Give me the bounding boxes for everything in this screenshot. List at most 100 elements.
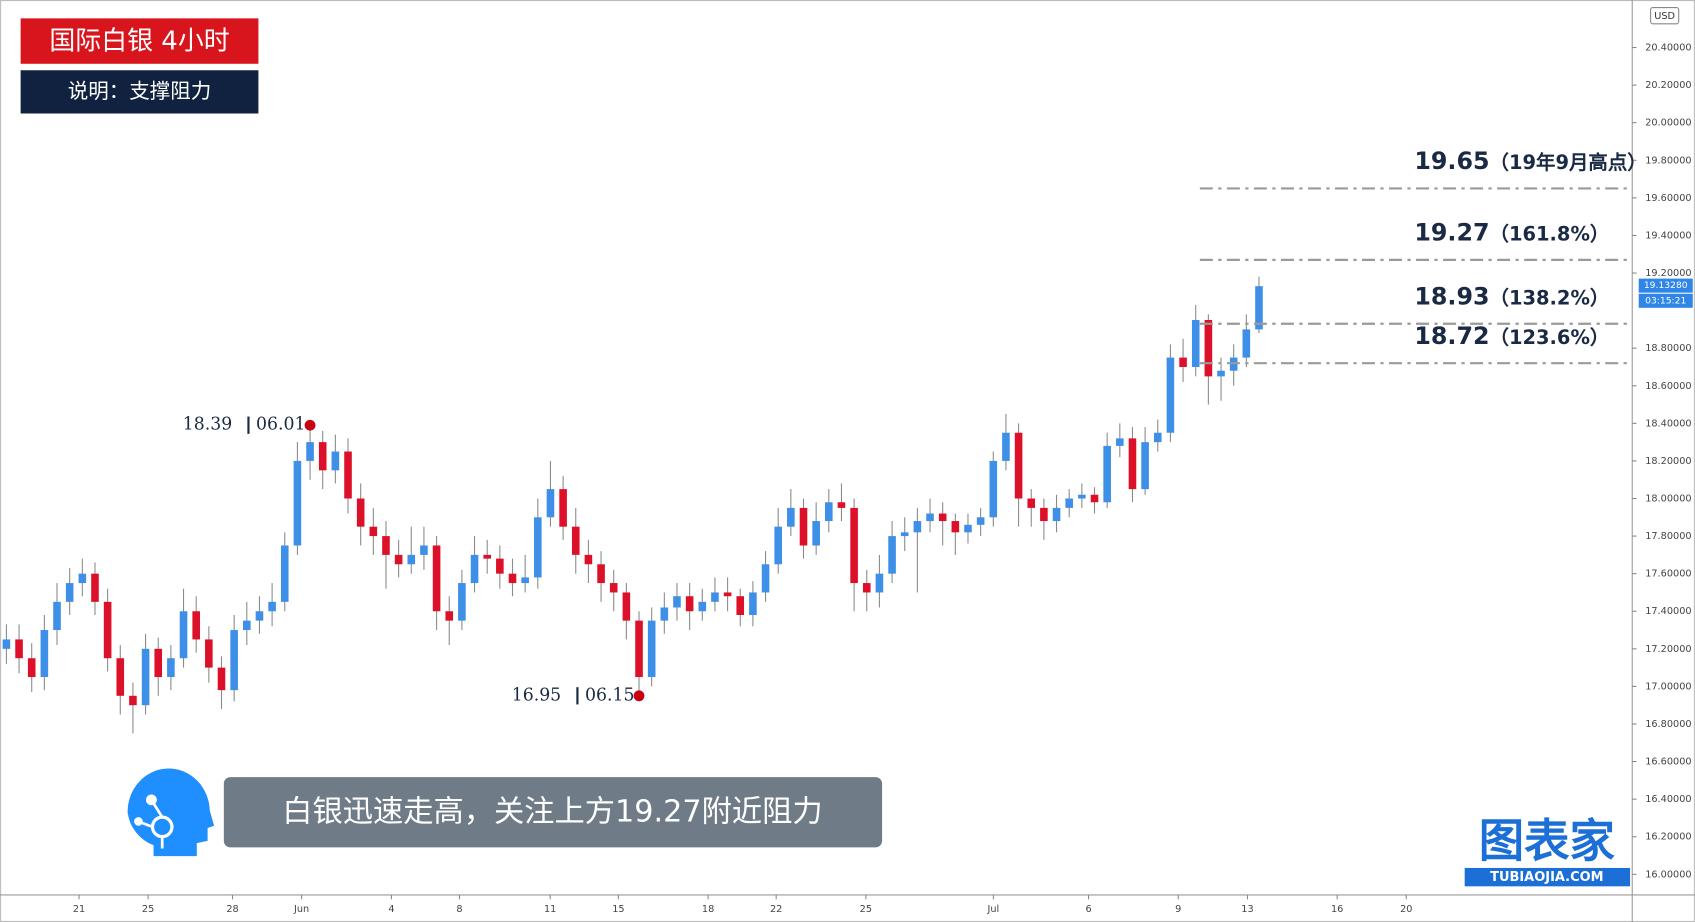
y-tick-label: 16.40000 xyxy=(1645,794,1691,805)
candle-body xyxy=(91,573,99,602)
x-tick-label: 20 xyxy=(1400,904,1412,915)
candle-body xyxy=(635,620,643,678)
last-price-timer: 03:15:21 xyxy=(1645,295,1686,306)
candle-body xyxy=(647,620,656,678)
candle-body xyxy=(976,517,985,525)
x-tick-label: 22 xyxy=(770,904,782,915)
candle-body xyxy=(129,695,137,706)
candle-body xyxy=(1078,494,1086,499)
candle-body xyxy=(989,460,998,518)
x-tick-label: 18 xyxy=(702,904,714,915)
assistant-icon xyxy=(127,768,215,857)
candle-body xyxy=(1040,507,1048,522)
candle-body xyxy=(116,658,125,696)
candle-body xyxy=(369,526,378,537)
candle-body xyxy=(837,502,846,508)
candle-body xyxy=(736,596,745,616)
y-tick-label: 18.20000 xyxy=(1645,456,1691,467)
candle-body xyxy=(432,545,441,612)
candle-body xyxy=(1153,432,1162,443)
marker-dot xyxy=(304,419,316,431)
level-value: 19.65 xyxy=(1414,147,1489,175)
candle-body xyxy=(508,573,517,584)
x-tick-label: 13 xyxy=(1241,904,1253,915)
candle-body xyxy=(192,611,200,640)
x-tick-label: Jul xyxy=(987,904,1000,915)
candle-body xyxy=(888,536,896,574)
candle-body xyxy=(331,451,340,471)
candle-body xyxy=(40,630,49,678)
candle-body xyxy=(293,460,302,546)
candle-body xyxy=(1103,445,1111,503)
candle-body xyxy=(1090,494,1099,503)
marker-date: 06.01 xyxy=(256,415,305,435)
marker-value: 18.39 xyxy=(183,415,232,435)
level-note: （161.8%） xyxy=(1490,223,1610,246)
caption-box xyxy=(223,777,883,848)
y-tick-label: 17.20000 xyxy=(1645,644,1691,655)
candle-body xyxy=(179,611,188,659)
subtitle: 说明：支撑阻力 xyxy=(68,79,212,103)
candle-body xyxy=(774,526,782,565)
marker-date: 06.15 xyxy=(585,685,634,705)
candle-body xyxy=(723,592,732,597)
level-note: （138.2%） xyxy=(1490,286,1610,309)
y-tick-label: 19.20000 xyxy=(1645,268,1691,279)
candle-body xyxy=(243,620,251,631)
candle-body xyxy=(1191,319,1200,367)
marker-dot xyxy=(633,690,645,702)
x-tick-label: Jun xyxy=(293,904,309,915)
candle-body xyxy=(698,601,707,612)
candle-body xyxy=(1217,370,1225,377)
y-tick-label: 19.60000 xyxy=(1645,193,1691,204)
y-tick-label: 16.80000 xyxy=(1645,719,1691,730)
level-note: （19年9月高点） xyxy=(1490,151,1647,174)
candle-body xyxy=(470,554,479,584)
candle-body xyxy=(15,639,23,659)
y-tick-label: 16.60000 xyxy=(1645,757,1691,768)
candle-body xyxy=(1141,442,1149,490)
candle-body xyxy=(812,521,820,546)
candle-body xyxy=(1166,357,1175,433)
level-value: 19.27 xyxy=(1414,218,1489,246)
candle-body xyxy=(483,554,491,559)
candle-body xyxy=(559,489,567,527)
candle-body xyxy=(711,592,719,602)
candle-body xyxy=(306,442,314,461)
y-tick-label: 17.60000 xyxy=(1645,569,1691,580)
y-tick-label: 18.40000 xyxy=(1645,418,1691,429)
y-tick-label: 18.60000 xyxy=(1645,381,1691,392)
candle-body xyxy=(546,489,555,518)
candle-body xyxy=(584,554,593,565)
last-price-label: 19.13280 xyxy=(1644,280,1688,291)
candle-body xyxy=(1242,329,1251,358)
candle-body xyxy=(1204,319,1213,377)
y-tick-label: 16.00000 xyxy=(1645,869,1691,880)
candle-body xyxy=(496,558,504,574)
candle-body xyxy=(407,554,416,565)
last-price-tag xyxy=(1638,278,1693,293)
candle-body xyxy=(749,592,757,616)
level-note: （123.6%） xyxy=(1490,326,1610,349)
candle-body xyxy=(420,545,428,555)
candle-body xyxy=(1179,357,1187,367)
candle-body xyxy=(825,502,833,522)
candle-body xyxy=(534,517,542,578)
candle-body xyxy=(521,577,529,584)
candle-body xyxy=(344,451,352,499)
title: 国际白银 4小时 xyxy=(49,27,229,57)
candle-body xyxy=(255,611,264,621)
candle-body xyxy=(875,573,884,593)
candle-body xyxy=(1255,286,1263,330)
y-tick-label: 18.80000 xyxy=(1645,343,1691,354)
level-value: 18.72 xyxy=(1414,322,1489,350)
candle-body xyxy=(394,554,403,565)
candle-body xyxy=(356,498,365,527)
candle-body xyxy=(53,601,61,631)
candle-body xyxy=(951,521,960,533)
candle-body xyxy=(673,596,681,608)
candle-body xyxy=(1027,498,1036,508)
timer-tag xyxy=(1638,293,1693,308)
caption: 白银迅速走高，关注上方19.27附近阻力 xyxy=(282,794,822,829)
